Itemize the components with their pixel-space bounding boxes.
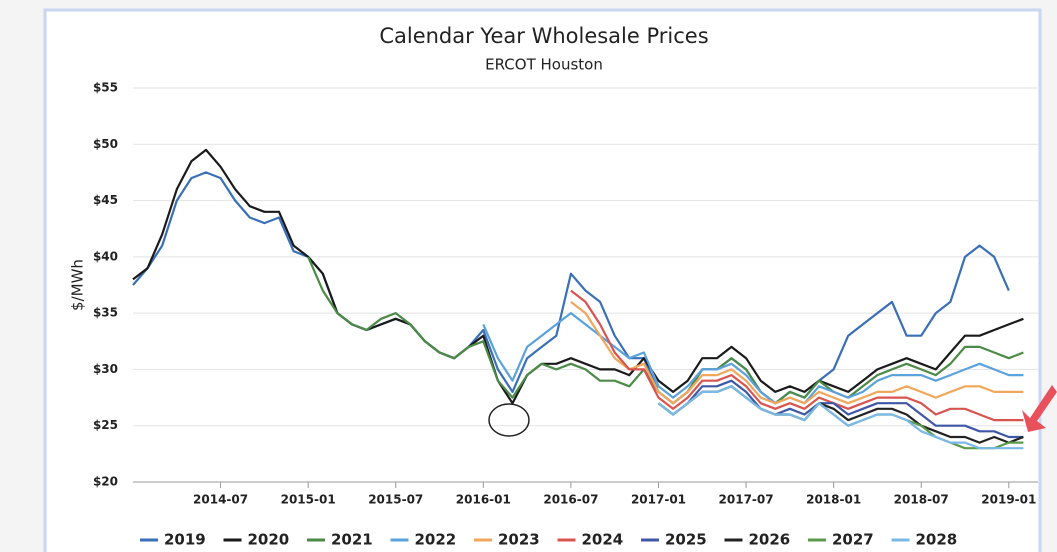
legend-label: 2020 <box>248 531 290 549</box>
legend-label: 2019 <box>164 531 206 549</box>
y-tick-label: $20 <box>93 475 118 489</box>
x-tick-label: 2019-01 <box>981 493 1036 507</box>
legend-label: 2027 <box>832 531 874 549</box>
series-line <box>657 385 1024 450</box>
x-tick-label: 2016-01 <box>456 493 511 507</box>
series-line <box>132 148 1024 405</box>
x-tick-label: 2015-01 <box>281 493 336 507</box>
x-tick-label: 2016-07 <box>543 493 598 507</box>
legend-label: 2026 <box>749 531 791 549</box>
arrow-annotation <box>1022 385 1057 432</box>
y-tick-label: $50 <box>93 137 118 151</box>
x-tick-label: 2018-07 <box>894 493 949 507</box>
y-axis-label: $/MWh <box>69 259 87 311</box>
circle-annotation <box>488 403 530 437</box>
plot: $20 $25 $30 $35 $40 $45 $50 $55 2014-07 2015-01 20… <box>93 81 1038 507</box>
y-tick-label: $30 <box>93 362 118 376</box>
chart-card <box>43 8 1042 552</box>
legend-label: 2025 <box>665 531 707 549</box>
series-line <box>657 379 1024 439</box>
series-line <box>570 301 1024 405</box>
legend-label: 2024 <box>582 531 624 549</box>
legend-label: 2022 <box>415 531 457 549</box>
legend-label: 2021 <box>331 531 373 549</box>
chart-title: Calendar Year Wholesale Prices <box>379 24 708 48</box>
x-tick-label: 2015-07 <box>368 493 423 507</box>
legend-label: 2023 <box>498 531 540 549</box>
x-tick-label: 2017-07 <box>719 493 774 507</box>
series-line <box>570 289 1024 422</box>
x-tick-label: 2018-01 <box>806 493 861 507</box>
series-line <box>132 171 1010 405</box>
y-tick-label: $40 <box>93 249 118 263</box>
chart-subtitle: ERCOT Houston <box>485 56 603 74</box>
legend-label: 2028 <box>916 531 958 549</box>
series-line <box>482 312 1024 405</box>
y-tick-label: $55 <box>93 81 118 95</box>
y-tick-label: $25 <box>93 418 118 432</box>
y-tick-label: $45 <box>93 193 118 207</box>
y-tick-label: $35 <box>93 306 118 320</box>
x-tick-label: 2014-07 <box>193 493 248 507</box>
x-tick-label: 2017-01 <box>631 493 686 507</box>
